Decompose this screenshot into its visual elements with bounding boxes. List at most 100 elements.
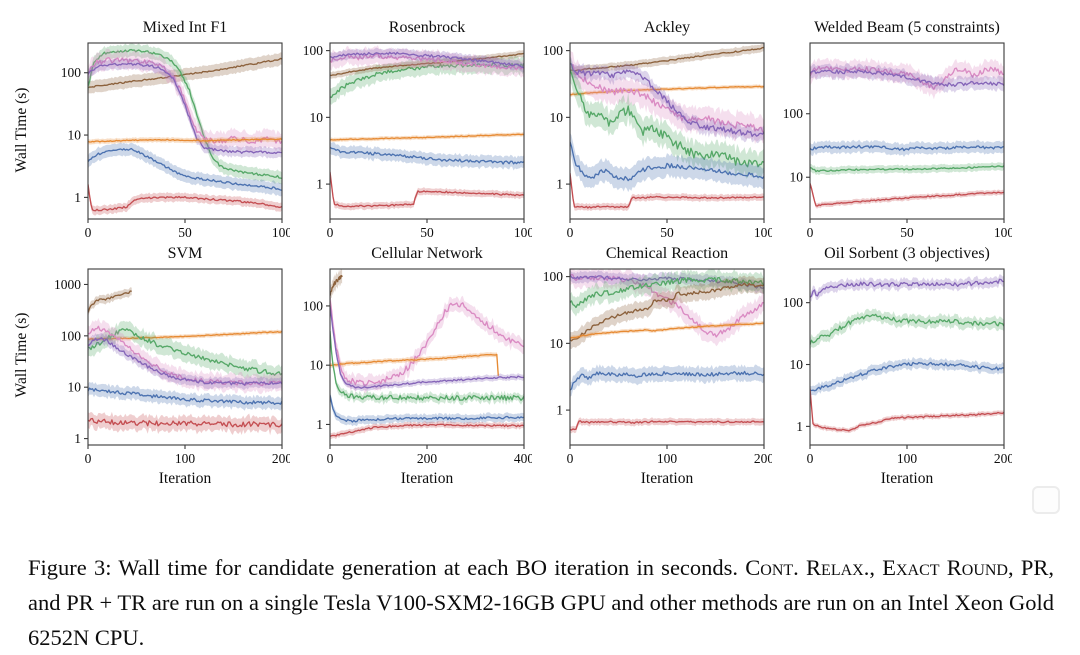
plot-title: Welded Beam (5 constraints) (814, 19, 1000, 36)
x-tick-label: 100 (175, 451, 196, 466)
x-tick-label: 400 (514, 451, 532, 466)
y-axis-label-row1: Wall Time (s) (13, 87, 30, 173)
series-brown-line (88, 57, 282, 89)
series-brown-line (88, 290, 132, 313)
y-tick-label: 100 (61, 328, 82, 343)
plot-title: Chemical Reaction (605, 245, 729, 262)
series-brown-band (330, 50, 524, 79)
series-green-band (88, 320, 282, 385)
y-tick-label: 100 (303, 298, 324, 313)
subplot-mixed-int-f1: Mixed Int F1 1 10 100 0 50 100 (42, 17, 290, 243)
series-red-band (330, 168, 524, 211)
series-orange-line (88, 138, 282, 143)
series-purple-band (330, 302, 524, 392)
y-tick-label: 1 (556, 403, 563, 418)
x-tick-label: 100 (514, 225, 532, 240)
series-red-band (570, 170, 764, 211)
series-red-band (570, 417, 764, 434)
series-magenta-band (570, 269, 764, 347)
x-tick-label: 100 (272, 225, 290, 240)
x-axis-label: Iteration (400, 470, 454, 487)
viewer-artifact-square (1032, 486, 1060, 514)
x-tick-label: 0 (567, 225, 574, 240)
y-tick-label: 1 (316, 417, 323, 432)
series-purple-band (88, 58, 282, 159)
series-brown-band (570, 275, 764, 350)
y-tick-label: 10 (310, 110, 324, 125)
x-tick-label: 100 (754, 225, 772, 240)
plot-canvas-svm: 1 10 100 1000 0 100 200 (54, 268, 290, 466)
plot-canvas-oil-sorbent: 1 10 100 0 100 200 (783, 268, 1012, 466)
series-red-band (88, 180, 282, 216)
series-red-line (810, 183, 1004, 207)
x-axis-label: Iteration (640, 470, 694, 487)
y-tick-label: 1000 (54, 277, 81, 292)
plot-canvas-chemical-reaction: 1 10 100 0 100 200 (543, 268, 772, 466)
series-blue-line (570, 141, 764, 182)
series-green-band (330, 54, 524, 105)
series-red-line (810, 388, 1004, 432)
x-axis-label: Iteration (158, 470, 212, 487)
y-tick-label: 1 (316, 177, 323, 192)
series-orange-line (330, 133, 524, 141)
series-purple-line (88, 337, 282, 386)
x-tick-label: 200 (754, 451, 772, 466)
y-tick-label: 10 (68, 128, 82, 143)
x-tick-label: 0 (327, 451, 334, 466)
series-magenta-line (570, 62, 764, 134)
series-purple-line (810, 69, 1004, 87)
series-purple-line (88, 62, 282, 155)
series-blue-band (570, 364, 764, 397)
series-brown-line (330, 275, 343, 296)
x-tick-label: 0 (85, 451, 92, 466)
series-brown-line (570, 46, 764, 72)
caption-text: , (869, 554, 883, 580)
x-tick-label: 50 (900, 225, 914, 240)
series-red-line (88, 184, 282, 212)
series-blue-band (330, 390, 524, 427)
series-blue-line (810, 144, 1004, 152)
x-tick-label: 0 (85, 225, 92, 240)
series-blue-band (570, 132, 764, 193)
y-tick-label: 1 (796, 419, 803, 434)
x-tick-label: 200 (417, 451, 438, 466)
series-red-line (570, 173, 764, 209)
x-tick-label: 100 (994, 225, 1012, 240)
y-tick-label: 1 (556, 177, 563, 192)
series-magenta-line (330, 52, 524, 71)
series-green-line (88, 48, 282, 180)
series-purple-band (570, 55, 764, 144)
series-magenta-line (810, 65, 1004, 91)
series-red-band (810, 180, 1004, 209)
x-tick-label: 50 (660, 225, 674, 240)
subplot-chemical-reaction: Chemical Reaction 1 10 100 0 100 200 Iteratio… (524, 243, 772, 488)
x-tick-label: 100 (897, 451, 918, 466)
plot-canvas-cellular-network: 1 10 100 0 200 400 (303, 268, 532, 466)
caption-text: Figure 3: Wall time for candidate genera… (28, 554, 746, 580)
series-red-band (810, 386, 1004, 434)
series-green-line (330, 331, 524, 401)
series-blue-line (330, 394, 524, 423)
series-green-line (570, 276, 764, 309)
series-red-line (88, 417, 282, 428)
x-tick-label: 0 (807, 225, 814, 240)
series-blue-line (88, 387, 282, 405)
series-orange-line (570, 322, 764, 340)
series-blue-line (88, 147, 282, 191)
y-tick-label: 10 (790, 357, 804, 372)
plot-title: Oil Sorbent (3 objectives) (824, 245, 990, 262)
x-tick-label: 0 (327, 225, 334, 240)
series-green-line (570, 69, 764, 168)
subplot-welded-beam: Welded Beam (5 constraints) 10 100 0 50 100 (764, 17, 1012, 243)
plot-title: Rosenbrock (388, 19, 466, 36)
method-name: Cont. Relax. (745, 554, 870, 580)
series-green-band (570, 55, 764, 181)
figure-3-panel-grid: Wall Time (s) Wall Time (s) Mixed Int F1… (13, 17, 1012, 488)
figure-caption: Figure 3: Wall time for candidate genera… (28, 550, 1054, 655)
series-brown-band (330, 269, 343, 303)
series-red-line (330, 423, 524, 438)
series-green-line (810, 313, 1004, 345)
subplot-ackley: Ackley 1 10 100 0 50 100 (524, 17, 772, 243)
series-magenta-line (88, 57, 282, 144)
x-tick-label: 0 (567, 451, 574, 466)
